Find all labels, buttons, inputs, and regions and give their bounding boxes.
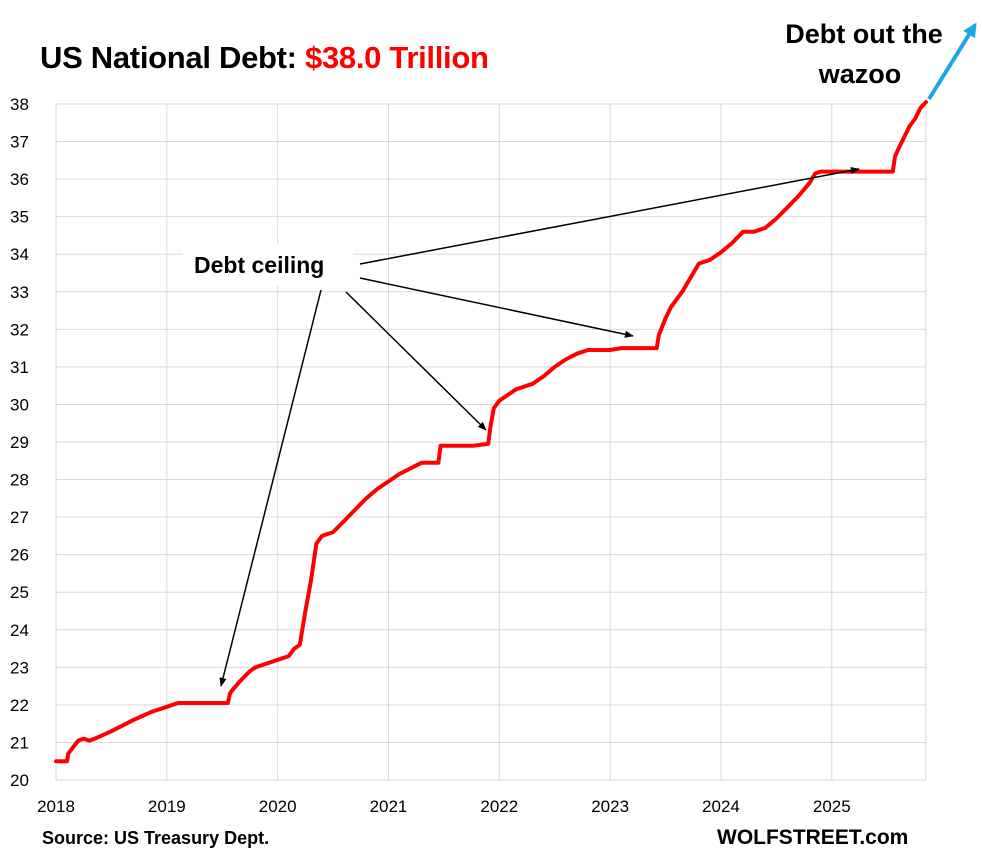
wazoo-label-line2: wazoo <box>818 59 902 89</box>
y-tick-label: 34 <box>10 245 29 264</box>
y-tick-label: 35 <box>10 208 29 227</box>
x-tick-label: 2023 <box>591 797 629 816</box>
arrow-ceiling-2019 <box>219 289 322 687</box>
title-value: $38.0 Trillion <box>305 40 489 75</box>
source-note: Source: US Treasury Dept. <box>42 828 270 848</box>
y-tick-label: 23 <box>10 658 29 677</box>
arrow-ceiling-2025 <box>359 166 860 265</box>
debt-ceiling-label: Debt ceiling <box>194 252 324 278</box>
x-tick-label: 2024 <box>702 797 740 816</box>
chart-title: US National Debt: $38.0 Trillion <box>40 40 489 76</box>
x-tick-label: 2018 <box>37 797 75 816</box>
y-tick-label: 26 <box>10 546 29 565</box>
title-prefix: US National Debt: <box>40 40 306 75</box>
x-tick-label: 2019 <box>148 797 186 816</box>
y-axis-ticks: 20 21 22 23 24 25 26 27 28 29 30 31 32 33 34 35 36 37 38 <box>10 95 29 790</box>
y-tick-label: 32 <box>10 320 29 339</box>
arrow-ceiling-2021 <box>345 291 487 431</box>
y-tick-label: 38 <box>10 95 29 114</box>
x-tick-label: 2021 <box>370 797 408 816</box>
x-axis-ticks: 2018 2019 2020 2021 2022 2023 2024 2025 <box>37 797 851 816</box>
y-tick-label: 28 <box>10 471 29 490</box>
y-tick-label: 27 <box>10 508 29 527</box>
wazoo-arrow <box>927 22 977 101</box>
brand-watermark: WOLFSTREET.com <box>717 826 909 849</box>
grid <box>55 103 927 781</box>
y-tick-label: 31 <box>10 358 29 377</box>
arrow-ceiling-2023 <box>359 277 634 338</box>
y-tick-label: 22 <box>10 696 29 715</box>
y-tick-label: 25 <box>10 583 29 602</box>
y-tick-label: 36 <box>10 170 29 189</box>
x-tick-label: 2022 <box>480 797 518 816</box>
x-tick-label: 2025 <box>813 797 851 816</box>
y-tick-label: 37 <box>10 133 29 152</box>
x-tick-label: 2020 <box>259 797 297 816</box>
y-tick-label: 30 <box>10 395 29 414</box>
debt-series-line <box>54 100 928 764</box>
debt-ceiling-label-bg <box>183 244 353 286</box>
y-tick-label: 29 <box>10 433 29 452</box>
y-tick-label: 20 <box>10 771 29 790</box>
y-tick-label: 24 <box>10 621 29 640</box>
y-tick-label: 21 <box>10 733 29 752</box>
y-tick-label: 33 <box>10 283 29 302</box>
wazoo-label-line1: Debt out the <box>785 19 942 49</box>
